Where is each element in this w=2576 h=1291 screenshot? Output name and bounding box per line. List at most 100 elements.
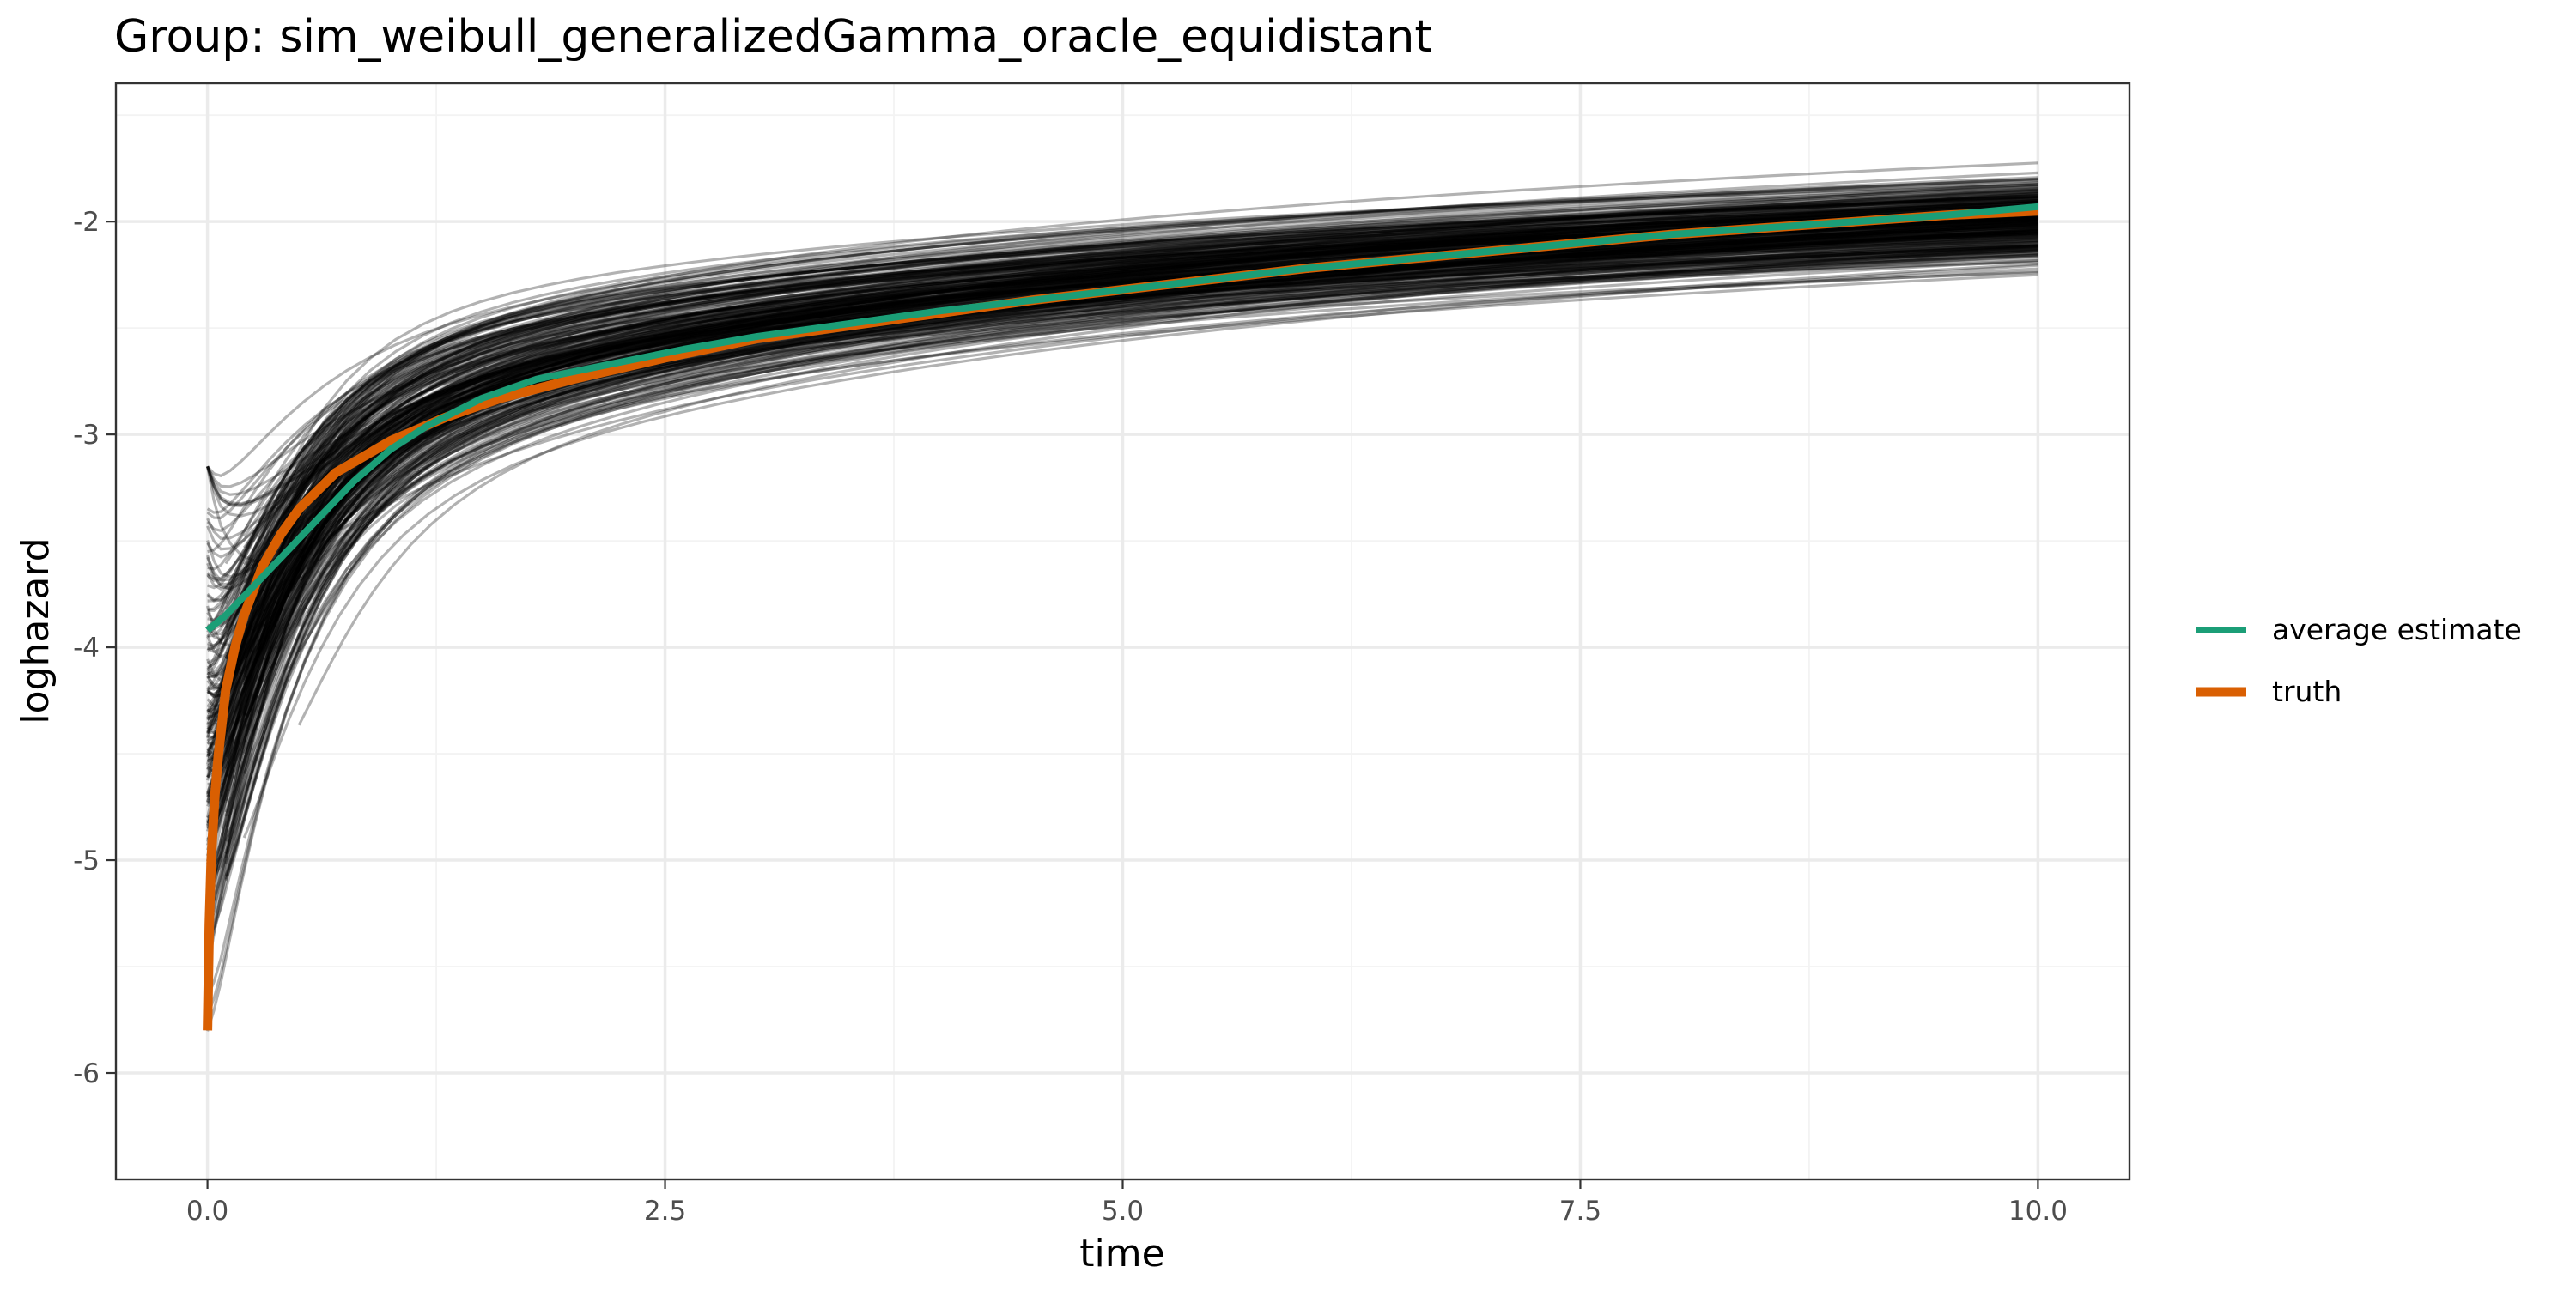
x-tick-label: 5.0 <box>1102 1196 1144 1227</box>
simulation-curve <box>206 200 2038 752</box>
simulation-curve <box>206 222 2038 659</box>
simulation-curve <box>207 207 2038 571</box>
simulation-curve <box>206 209 2038 506</box>
simulation-curve <box>206 188 2038 798</box>
simulation-curve <box>206 223 2038 752</box>
simulation-curve <box>206 161 2038 676</box>
simulation-curve <box>206 208 2038 698</box>
y-tick-label: -5 <box>73 846 100 876</box>
simulation-curve <box>206 249 2038 918</box>
simulation-curve <box>207 252 2038 786</box>
simulation-curve <box>206 232 2038 642</box>
simulation-curve <box>206 270 2038 857</box>
simulation-curve <box>206 245 2038 882</box>
simulation-curve <box>206 197 2038 638</box>
y-tick-label: -4 <box>73 633 100 664</box>
simulation-curve <box>207 211 2038 603</box>
simulation-curve <box>224 190 2038 770</box>
simulation-curve <box>206 246 2038 771</box>
simulation-curve <box>224 246 2038 682</box>
simulation-curve <box>206 181 2038 735</box>
simulation-curve <box>224 216 2038 682</box>
simulation-curve <box>206 216 2038 533</box>
simulation-curve <box>206 212 2038 652</box>
simulation-curve <box>224 239 2038 626</box>
simulation-curve <box>206 192 2038 687</box>
simulation-curve <box>224 230 2038 750</box>
simulation-curve <box>206 259 2038 939</box>
simulation-curve <box>224 241 2038 605</box>
simulation-curve <box>206 208 2038 582</box>
y-tick-label: -2 <box>73 207 100 238</box>
simulation-curve <box>224 193 2038 660</box>
simulation-curve <box>206 218 2038 514</box>
simulation-curve <box>206 231 2038 699</box>
simulation-curve <box>242 228 2038 623</box>
simulation-curve <box>224 211 2038 689</box>
simulation-curve <box>297 200 2038 627</box>
simulation-curve <box>206 205 2038 730</box>
simulation-curve <box>297 245 2038 726</box>
simulation-curve <box>206 254 2038 805</box>
simulation-curve <box>206 234 2038 721</box>
chart-title: Group: sim_weibull_generalizedGamma_orac… <box>114 11 1432 63</box>
simulation-curve <box>207 203 2038 691</box>
simulation-curve <box>206 230 2038 832</box>
x-tick-label: 0.0 <box>186 1196 228 1227</box>
y-axis-title: loghazard <box>14 537 58 724</box>
simulation-curve <box>207 196 2038 762</box>
simulation-curve <box>207 213 2038 613</box>
simulation-curve <box>207 208 2038 638</box>
simulation-curve <box>207 203 2038 590</box>
simulation-curve <box>224 222 2038 858</box>
simulation-curve <box>224 202 2038 758</box>
simulation-curve <box>224 198 2038 628</box>
simulation-curve <box>224 233 2038 629</box>
simulation-curve <box>224 220 2038 878</box>
y-tick-label: -3 <box>73 420 100 451</box>
simulation-curve <box>206 234 2038 708</box>
simulation-curve <box>224 188 2038 620</box>
simulation-curve <box>206 178 2038 739</box>
simulation-curve <box>206 273 2038 876</box>
simulation-curve <box>207 197 2038 755</box>
y-tick-label: -6 <box>73 1058 100 1089</box>
simulation-curve <box>206 246 2038 829</box>
legend-label-truth: truth <box>2272 675 2342 708</box>
simulation-curve <box>206 237 2038 1032</box>
simulation-curve <box>206 196 2038 754</box>
simulation-curve <box>206 187 2038 779</box>
simulation-curve <box>224 244 2038 774</box>
simulation-curve <box>224 232 2038 733</box>
simulation-curve <box>242 217 2038 538</box>
simulation-curve <box>206 183 2038 738</box>
simulation-curve <box>206 207 2038 519</box>
simulation-curve <box>206 207 2038 822</box>
simulation-curve <box>206 224 2038 742</box>
simulation-curve <box>207 227 2038 802</box>
simulation-curve <box>206 236 2038 998</box>
simulation-curve <box>206 252 2038 716</box>
simulation-curve <box>224 223 2038 880</box>
simulation-curve <box>206 199 2038 912</box>
simulation-curve <box>207 229 2038 761</box>
simulation-curve <box>224 249 2038 813</box>
simulation-curve <box>206 232 2038 693</box>
simulation-curve <box>206 206 2038 936</box>
simulation-curve <box>206 235 2038 955</box>
simulation-curve <box>242 201 2038 593</box>
simulation-curve <box>207 227 2038 870</box>
simulation-curve <box>206 203 2038 904</box>
simulation-curve <box>206 232 2038 862</box>
simulation-curve <box>206 253 2038 936</box>
simulation-curve <box>206 204 2038 725</box>
simulation-curve <box>206 190 2038 735</box>
simulation-curve <box>206 246 2038 733</box>
simulation-curve <box>206 194 2038 846</box>
simulation-curve <box>206 199 2038 636</box>
simulation-curve <box>206 243 2038 496</box>
simulation-curve <box>206 218 2038 647</box>
simulation-curve <box>242 201 2038 584</box>
simulation-curve <box>206 185 2038 665</box>
